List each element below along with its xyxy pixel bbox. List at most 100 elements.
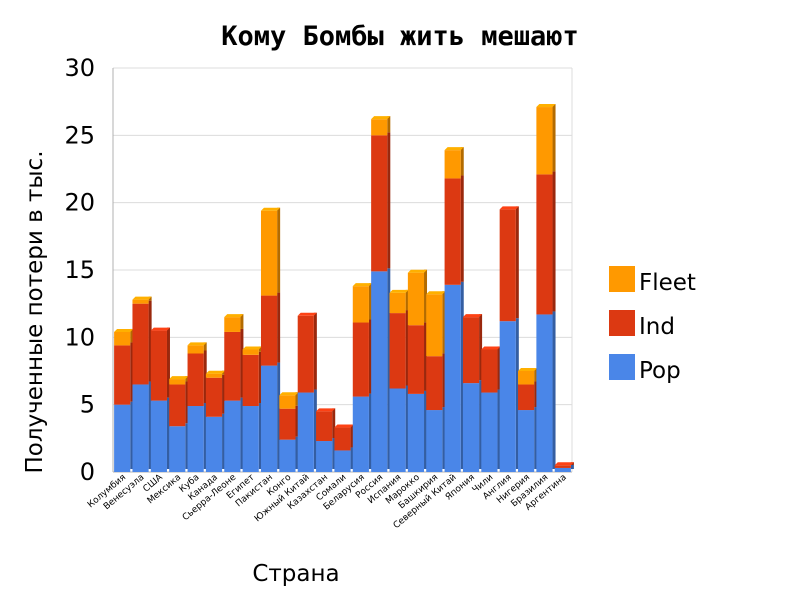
bar-segment-fleet	[426, 294, 443, 357]
bar-stack	[224, 314, 244, 472]
bar-top-cap	[114, 328, 134, 332]
bar-top-cap	[536, 104, 556, 108]
bar-segment-side-pop	[313, 389, 317, 469]
bar-segment-side-pop	[405, 385, 409, 469]
bar-segment-side-pop	[332, 438, 336, 469]
bar-stack	[407, 269, 428, 472]
bar-segment-side-pop	[240, 397, 244, 469]
bar-segment-ind	[499, 209, 516, 322]
bar-segment-side-pop	[185, 423, 189, 469]
bar-segment-side-ind	[387, 132, 391, 269]
bar-segment-side-pop	[442, 407, 446, 469]
bar-top-cap	[169, 376, 189, 380]
bar-segment-fleet	[205, 373, 223, 378]
bar-segment-side-pop	[534, 407, 538, 469]
bar-segment-side-ind	[332, 408, 336, 439]
bar-segment-pop	[316, 441, 333, 472]
bar-segment-ind	[334, 427, 351, 451]
bar-segment-side-fleet	[148, 296, 152, 301]
bar-stack	[114, 328, 134, 472]
bar-stack	[150, 327, 170, 472]
bar-segment-ind	[224, 331, 241, 401]
bar-segment-ind	[150, 330, 167, 401]
bar-segment-side-ind	[130, 342, 134, 402]
bar-segment-pop	[481, 392, 498, 472]
bar-segment-side-pop	[424, 390, 428, 469]
bar-stack	[187, 342, 207, 472]
bar-top-cap	[187, 342, 207, 346]
bar-segment-pop	[242, 406, 259, 472]
bar-segment-fleet	[187, 345, 204, 354]
bar-segment-ind	[260, 295, 278, 366]
y-tick-label: 25	[64, 121, 95, 149]
bar-segment-side-ind	[460, 175, 464, 282]
bar-stack	[132, 296, 152, 472]
bar-segment-ind	[389, 313, 406, 389]
bar-segment-side-pop	[203, 403, 207, 469]
bar-segment-fleet	[279, 395, 296, 409]
bar-segment-ind	[352, 322, 369, 397]
bar-segment-pop	[187, 406, 204, 472]
bar-segment-side-pop	[258, 403, 262, 469]
bar-segment-pop	[352, 396, 369, 472]
bar-stack	[242, 346, 262, 472]
bar-top-cap	[279, 392, 299, 396]
bar-stack	[260, 207, 281, 472]
bar-stack	[334, 424, 354, 472]
bar-segment-fleet	[242, 349, 259, 355]
y-tick-label: 20	[64, 189, 95, 217]
bar-segment-ind	[407, 325, 425, 394]
bar-segment-pop	[205, 416, 223, 472]
bar-segment-ind	[187, 353, 204, 407]
bar-top-cap	[205, 370, 226, 374]
x-axis-ticks: КолумбияВенесуэлаСШАМексикаКубаКанадаСье…	[86, 472, 569, 531]
legend: Fleet Ind Pop	[609, 266, 696, 384]
bar-segment-pop	[132, 384, 149, 472]
bar-segment-side-fleet	[424, 269, 428, 323]
bar-top-cap	[554, 462, 574, 466]
bar-segment-side-ind	[534, 381, 538, 408]
bar-segment-ind	[554, 465, 571, 468]
bar-top-cap	[150, 327, 170, 331]
bar-segment-side-fleet	[130, 328, 134, 343]
bar-segment-pop	[114, 404, 131, 472]
bar-segment-pop	[150, 400, 167, 472]
bar-segment-pop	[499, 321, 516, 472]
bar-segment-side-pop	[350, 447, 354, 469]
bar-segment-pop	[518, 410, 535, 472]
y-tick-label: 0	[80, 458, 95, 486]
bar-segment-side-ind	[497, 346, 501, 390]
bar-segment-fleet	[407, 272, 425, 326]
bar-segment-side-pop	[460, 281, 464, 469]
bar-segment-side-fleet	[277, 207, 281, 293]
bar-segment-fleet	[224, 317, 241, 332]
bar-segment-side-ind	[203, 350, 207, 404]
bar-segment-side-fleet	[258, 346, 262, 352]
bar-segment-side-pop	[130, 401, 134, 469]
bar-segment-fleet	[114, 331, 131, 346]
bar-segment-side-ind	[240, 328, 244, 398]
bar-segment-ind	[481, 349, 498, 393]
bar-top-cap	[518, 368, 538, 371]
bar-stack	[169, 376, 189, 472]
bar-segment-fleet	[536, 107, 553, 175]
bar-segment-fleet	[518, 371, 535, 385]
bar-segment-pop	[224, 400, 241, 472]
bar-segment-side-pop	[387, 268, 391, 469]
bar-top-cap	[132, 296, 152, 300]
bar-segment-ind	[518, 384, 535, 411]
bar-segment-pop	[169, 426, 186, 472]
bar-stack	[205, 370, 226, 472]
bar-segment-side-pop	[148, 381, 152, 469]
bars	[114, 104, 574, 472]
bar-segment-pop	[279, 439, 296, 472]
y-tick-label: 15	[64, 256, 95, 284]
bar-segment-side-pop	[552, 311, 556, 469]
bar-stack	[352, 283, 372, 472]
bar-segment-side-ind	[552, 171, 556, 312]
bar-segment-side-fleet	[222, 370, 226, 375]
bar-segment-ind	[371, 135, 388, 272]
bar-segment-side-pop	[222, 413, 226, 469]
bar-segment-pop	[260, 365, 278, 472]
